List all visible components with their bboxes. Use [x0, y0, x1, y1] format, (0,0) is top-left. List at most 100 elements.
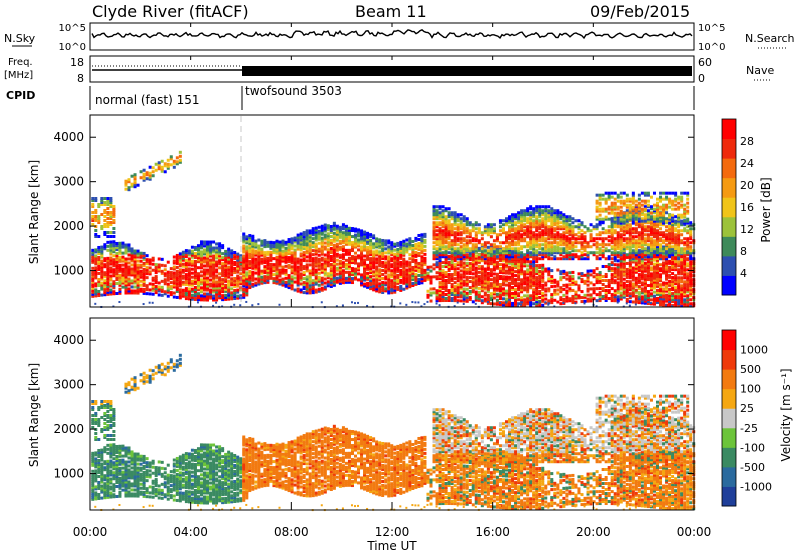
power-cell: [417, 262, 420, 265]
power-cell: [602, 287, 605, 290]
power-cell: [215, 260, 218, 263]
power-cell: [282, 240, 285, 243]
power-cell: [369, 239, 372, 242]
power-cell: [426, 294, 429, 297]
power-cell: [538, 270, 541, 273]
power-cell: [523, 245, 526, 248]
power-cell: [300, 252, 303, 255]
power-cell: [617, 206, 620, 209]
power-cell: [451, 239, 454, 242]
power-cell: [137, 184, 140, 187]
power-cell: [285, 277, 288, 280]
power-cell: [396, 286, 399, 289]
power-cell: [134, 285, 137, 288]
power-cell: [155, 169, 158, 172]
power-cell: [580, 233, 583, 236]
power-cell: [469, 229, 472, 232]
power-cell: [146, 258, 149, 261]
power-cell: [146, 292, 149, 295]
power-cell: [221, 278, 224, 281]
power-cell: [602, 218, 605, 221]
power-cell: [544, 205, 547, 208]
power-cell: [605, 257, 608, 260]
power-cell: [602, 198, 605, 201]
power-cell: [559, 276, 562, 279]
power-cell: [254, 272, 257, 275]
power-cell: [499, 219, 502, 222]
power-cell: [109, 235, 112, 238]
power-cell: [529, 251, 532, 254]
power-cell: [164, 264, 167, 267]
power-cell: [185, 273, 188, 276]
power-cell: [556, 281, 559, 284]
power-cell: [423, 269, 426, 272]
power-cell: [577, 284, 580, 287]
power-cell: [599, 208, 602, 211]
power-cell: [511, 250, 514, 253]
power-cell: [131, 175, 134, 178]
power-cell: [173, 260, 176, 263]
power-cell: [596, 206, 599, 209]
power-cell: [91, 271, 94, 274]
power-cell: [638, 291, 641, 294]
power-cell: [106, 241, 109, 244]
power-cell: [466, 235, 469, 238]
power-cell: [152, 166, 155, 169]
power-cell: [112, 290, 115, 293]
power-cell: [593, 275, 596, 278]
power-cell: [393, 253, 396, 256]
power-cell: [278, 279, 281, 282]
power-cell: [242, 261, 245, 264]
beam-title: Beam 11: [355, 2, 427, 21]
power-cell: [215, 302, 217, 304]
power-cell: [318, 288, 321, 291]
power-cell: [587, 284, 590, 287]
power-cell: [544, 237, 547, 240]
power-cell: [626, 280, 629, 283]
power-cell: [173, 256, 176, 259]
power-cell: [626, 198, 629, 201]
power-cell: [369, 257, 372, 260]
power-cell: [499, 241, 502, 244]
power-cell: [602, 237, 605, 240]
power-cell: [387, 255, 390, 258]
power-cell: [164, 278, 167, 281]
power-cell: [599, 271, 602, 274]
power-cell: [164, 268, 167, 271]
power-cell: [230, 249, 233, 252]
power-cell: [297, 266, 300, 269]
power-cell: [508, 276, 511, 279]
power-cell: [574, 237, 577, 240]
power-cell: [242, 233, 245, 236]
power-cell: [451, 257, 454, 260]
power-cell: [227, 266, 230, 269]
power-cell: [433, 287, 436, 290]
power-cell: [161, 294, 164, 297]
power-cell: [197, 272, 200, 275]
power-cell: [463, 223, 466, 226]
power-cell: [514, 270, 517, 273]
power-cell: [182, 263, 185, 266]
power-cell: [399, 279, 402, 282]
power-cell: [124, 258, 127, 261]
freq-trace-twofsound: [242, 66, 692, 76]
power-cell: [614, 229, 617, 232]
power-cell: [475, 267, 478, 270]
power-cell: [620, 292, 623, 295]
power-cell: [278, 304, 280, 306]
power-cell: [457, 302, 459, 304]
power-cell: [505, 231, 508, 234]
nsearch-label: N.Search: [745, 32, 795, 45]
power-cell: [439, 211, 442, 214]
power-cell: [351, 227, 354, 230]
power-cell: [203, 256, 206, 259]
power-cell: [112, 235, 115, 238]
power-cell: [411, 301, 413, 303]
power-cell: [463, 262, 466, 265]
power-cell: [490, 282, 493, 285]
power-cell: [538, 231, 541, 234]
power-cell: [218, 272, 221, 275]
power-cell: [538, 205, 541, 208]
power-cell: [623, 237, 626, 240]
power-cell: [200, 250, 203, 253]
